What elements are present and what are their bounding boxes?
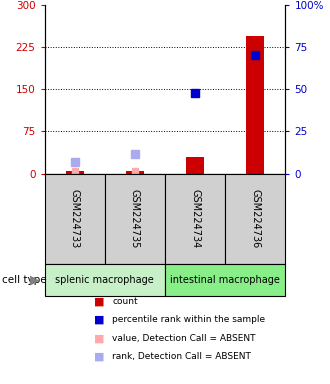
Text: GSM224734: GSM224734 xyxy=(190,189,200,248)
Bar xyxy=(186,157,204,174)
Text: value, Detection Call = ABSENT: value, Detection Call = ABSENT xyxy=(112,334,256,343)
Bar xyxy=(105,174,165,264)
Text: intestinal macrophage: intestinal macrophage xyxy=(170,275,280,285)
Text: GSM224733: GSM224733 xyxy=(70,189,80,248)
Text: rank, Detection Call = ABSENT: rank, Detection Call = ABSENT xyxy=(112,352,251,361)
Text: ■: ■ xyxy=(94,315,104,325)
Bar xyxy=(165,264,285,296)
Bar xyxy=(126,171,144,174)
Text: ■: ■ xyxy=(94,352,104,362)
Text: splenic macrophage: splenic macrophage xyxy=(55,275,154,285)
Text: cell type: cell type xyxy=(2,275,46,285)
Text: ■: ■ xyxy=(94,296,104,306)
Text: percentile rank within the sample: percentile rank within the sample xyxy=(112,315,265,324)
Bar xyxy=(45,264,165,296)
Text: count: count xyxy=(112,297,138,306)
Text: ▶: ▶ xyxy=(30,273,40,286)
Text: GSM224736: GSM224736 xyxy=(250,189,260,248)
Text: ■: ■ xyxy=(94,333,104,343)
Bar xyxy=(45,174,105,264)
Bar xyxy=(66,171,84,174)
Bar xyxy=(246,36,264,174)
Text: GSM224735: GSM224735 xyxy=(130,189,140,248)
Bar xyxy=(225,174,285,264)
Bar xyxy=(165,174,225,264)
